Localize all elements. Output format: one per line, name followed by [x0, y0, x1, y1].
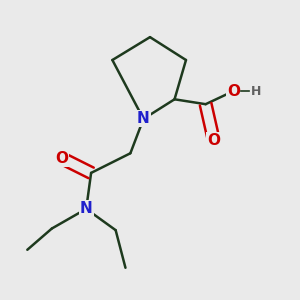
Text: O: O [207, 133, 220, 148]
Text: O: O [227, 84, 240, 99]
Text: N: N [137, 111, 150, 126]
Text: N: N [80, 201, 93, 216]
Text: H: H [250, 85, 261, 98]
Text: O: O [55, 151, 68, 166]
